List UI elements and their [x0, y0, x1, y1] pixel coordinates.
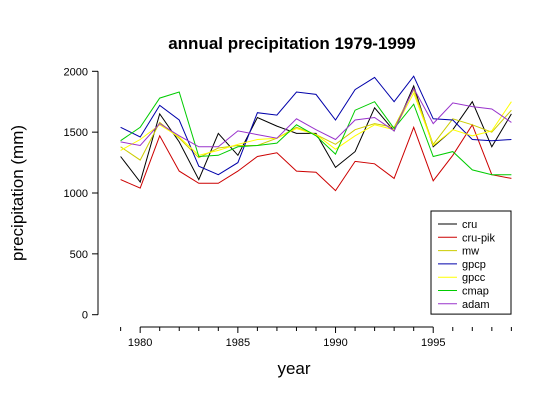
y-tick-label: 1500	[64, 127, 88, 139]
y-tick-label: 1000	[64, 188, 88, 200]
series-line-gpcp	[120, 75, 512, 176]
x-tick-label: 1985	[226, 337, 250, 349]
plot-area: 1980 1985 1990 1995 0 500 1000 1500 2000	[64, 66, 512, 349]
legend-label-cru-pik: cru-pik	[462, 232, 496, 244]
legend-label-gpcp: gpcp	[462, 259, 486, 271]
series-line-adam	[120, 87, 512, 148]
series-line-cru	[120, 84, 512, 184]
x-axis-label: year	[277, 359, 310, 378]
series-line-mw	[120, 88, 512, 161]
legend-box	[430, 210, 512, 315]
legend-label-adam: adam	[462, 299, 490, 311]
series-line-gpcc	[120, 91, 512, 156]
y-tick-label: 2000	[64, 66, 88, 78]
y-axis-label: precipitation (mm)	[8, 125, 27, 261]
x-tick-label: 1995	[421, 337, 445, 349]
legend-label-cmap: cmap	[462, 286, 489, 298]
legend-label-cru: cru	[462, 219, 477, 231]
y-tick-label: 0	[82, 310, 88, 322]
series-line-cru-pik	[120, 123, 512, 192]
chart-title: annual precipitation 1979-1999	[168, 34, 416, 53]
legend-label-gpcc: gpcc	[462, 272, 486, 284]
series-line-cmap	[120, 91, 512, 176]
x-tick-label: 1990	[323, 337, 347, 349]
y-tick-label: 500	[70, 249, 88, 261]
legend-label-mw: mw	[462, 246, 479, 258]
x-tick-label: 1980	[128, 337, 152, 349]
